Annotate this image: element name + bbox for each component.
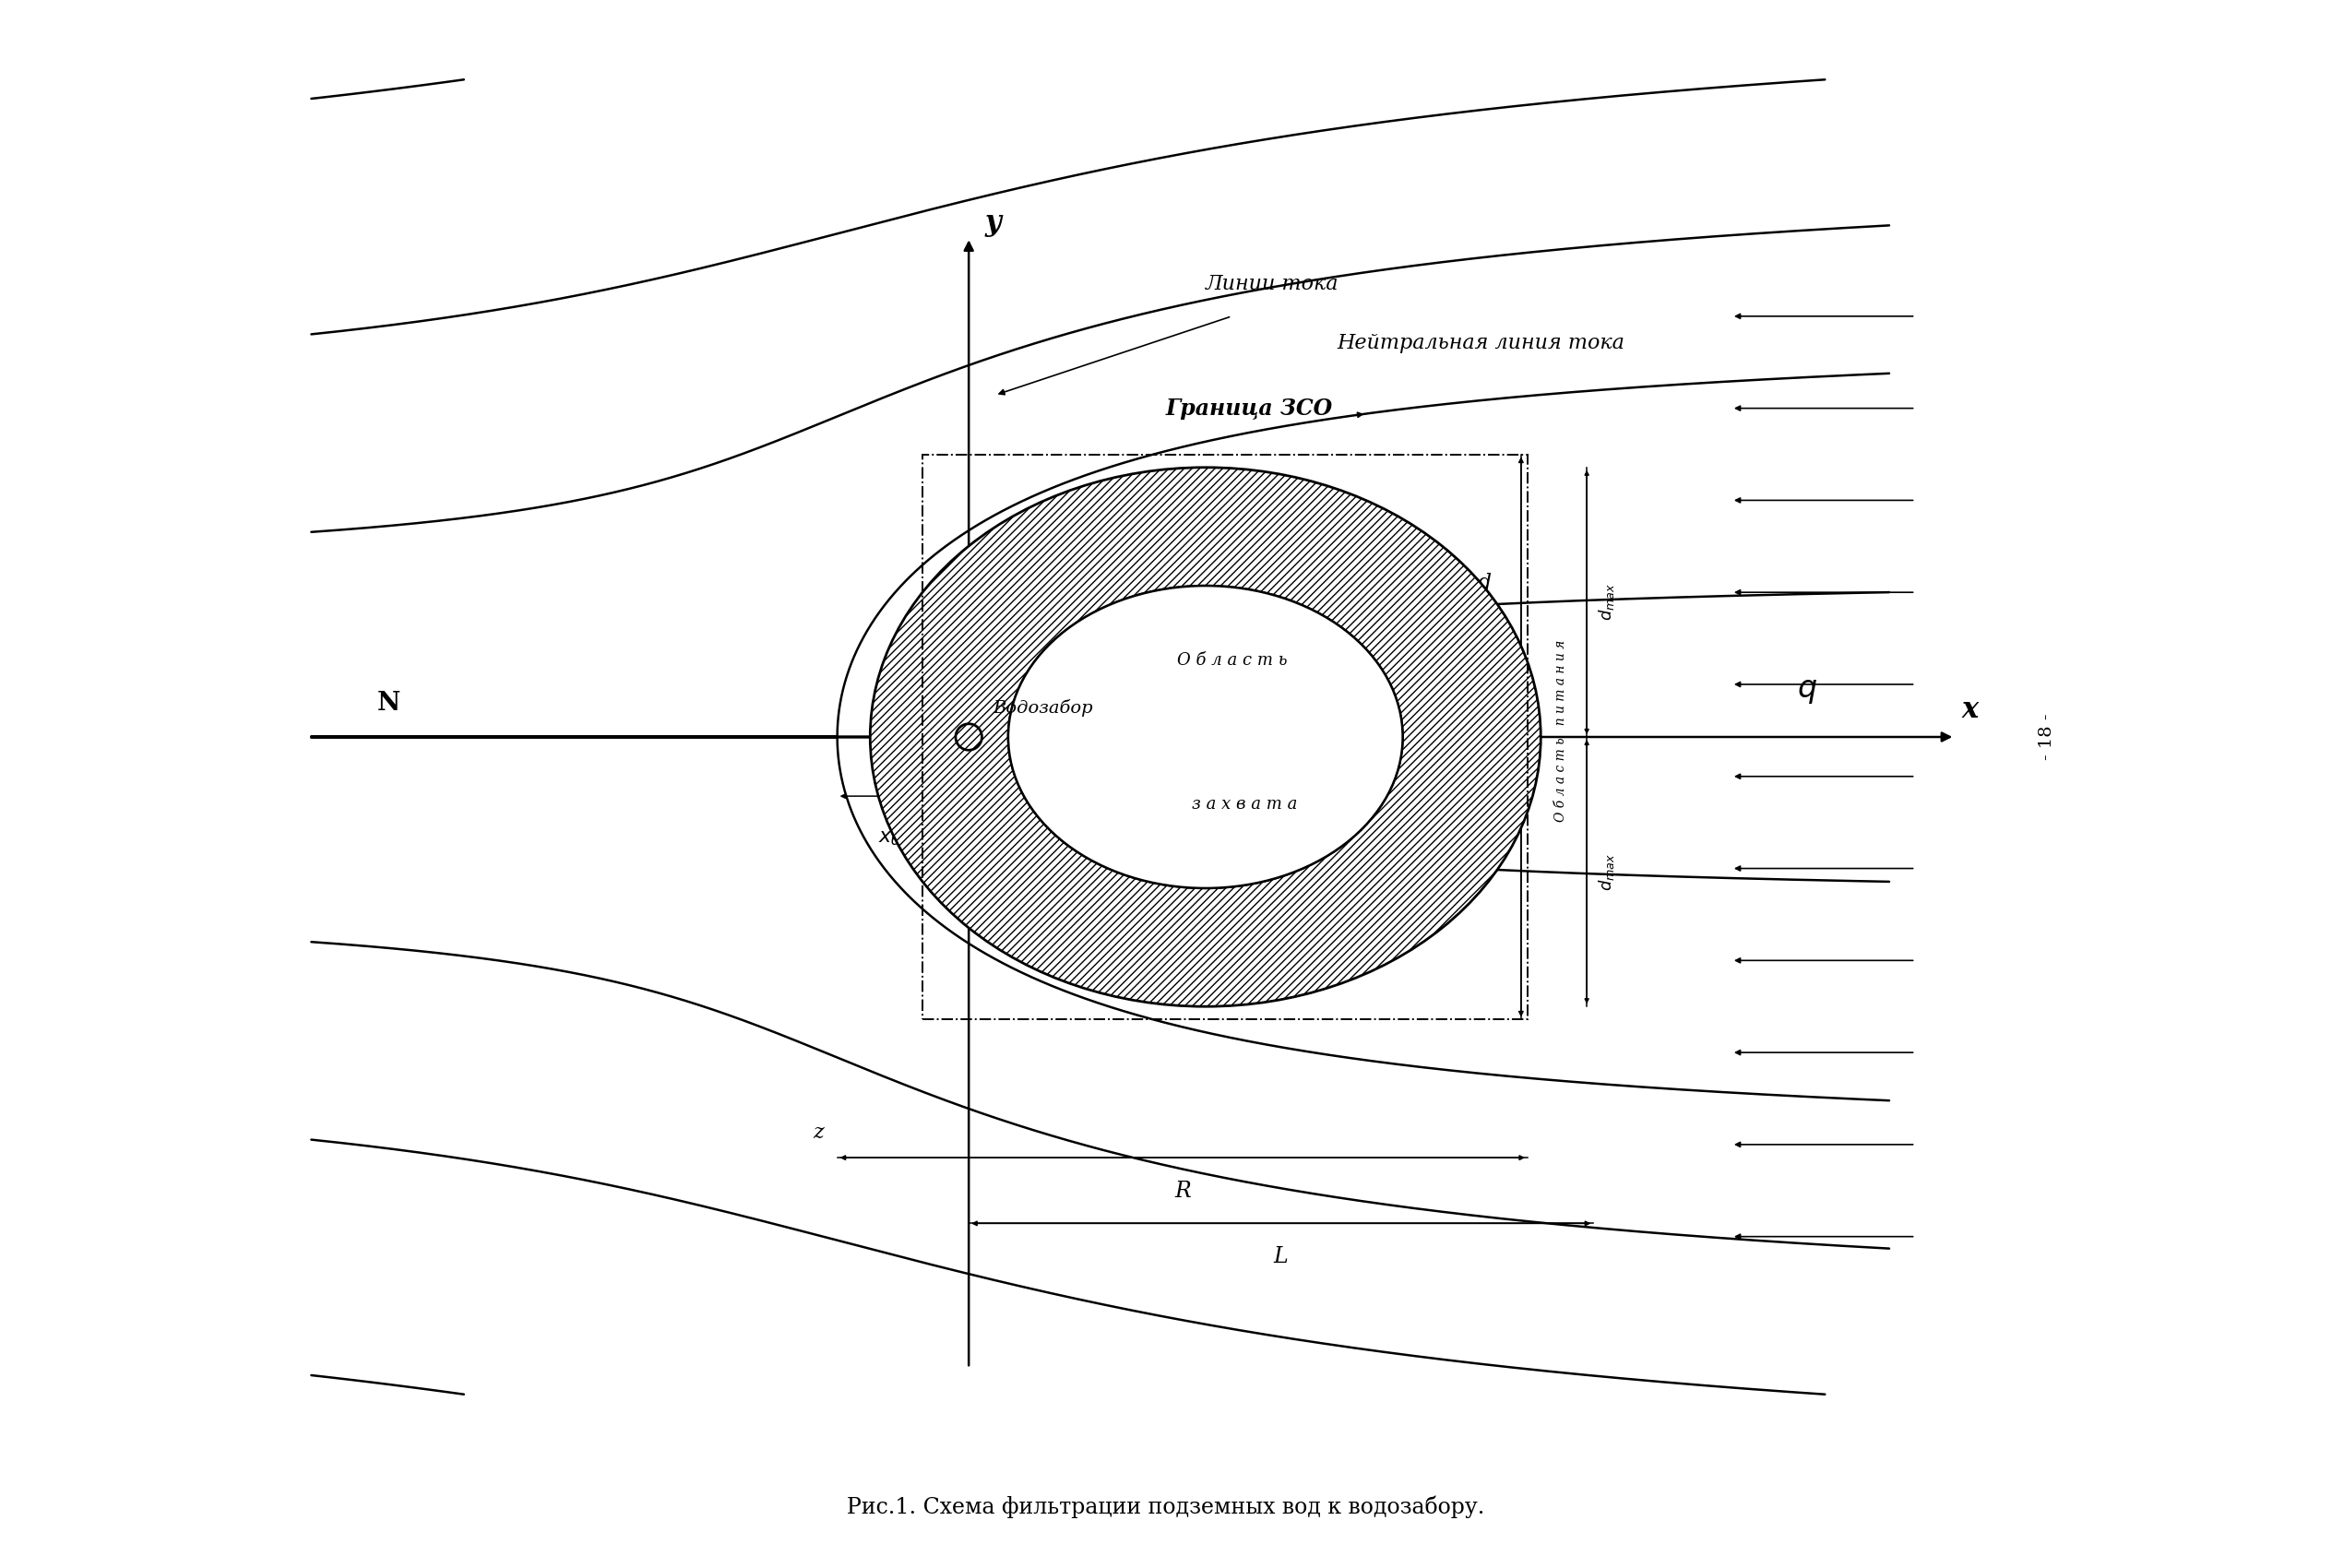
Text: Граница ЗСО: Граница ЗСО [1166,397,1334,420]
Text: Линии тока: Линии тока [1206,274,1339,295]
Text: x: x [1961,695,1978,724]
Text: d: d [1476,572,1490,594]
Bar [923,455,1527,1019]
Text: R: R [1175,1181,1192,1201]
Text: з а х в а т а: з а х в а т а [1192,797,1297,812]
Text: $x_б$: $x_б$ [879,826,900,847]
Text: $d_{max}$: $d_{max}$ [1597,853,1616,891]
Text: N: N [378,691,401,717]
Text: $q$: $q$ [1798,676,1817,706]
Text: О б л а с т ь   п и т а н и я: О б л а с т ь п и т а н и я [1553,640,1567,822]
Text: О б л а с т ь: О б л а с т ь [1178,652,1287,668]
Text: Водозабор: Водозабор [993,699,1094,717]
Ellipse shape [1007,586,1402,887]
Ellipse shape [870,467,1541,1007]
Ellipse shape [1007,586,1402,887]
Text: z: z [814,1123,823,1143]
Text: - 18 -: - 18 - [2038,713,2054,760]
Text: $d_{max}$: $d_{max}$ [1597,583,1616,621]
Text: Нейтральная линия тока: Нейтральная линия тока [1336,334,1625,354]
Text: Рис.1. Схема фильтрации подземных вод к водозабору.: Рис.1. Схема фильтрации подземных вод к … [847,1496,1485,1518]
Text: y: y [984,209,1000,237]
Text: d: d [1476,869,1490,889]
Text: L: L [1273,1247,1287,1267]
